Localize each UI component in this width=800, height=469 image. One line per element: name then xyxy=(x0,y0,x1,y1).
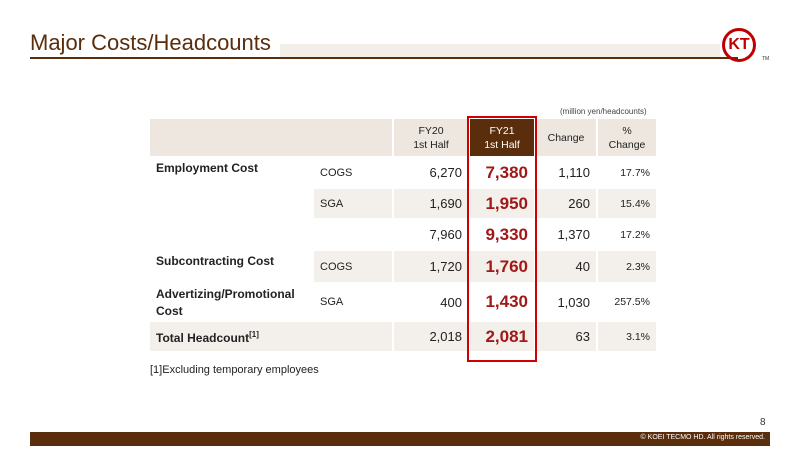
cell: 1,720 xyxy=(392,249,470,284)
row-label: Subcontracting Cost xyxy=(148,249,314,284)
cell: 2,018 xyxy=(392,320,470,353)
row: SGA 1,690 1,950 260 15.4% xyxy=(149,187,658,220)
header-cell: % Change xyxy=(596,117,658,158)
header-text: 1st Half xyxy=(413,138,449,151)
row: Employment Cost COGS 6,270 7,380 1,110 1… xyxy=(148,156,658,220)
cell: 400 xyxy=(392,282,470,322)
row-label: Employment Cost xyxy=(148,156,314,220)
row-label-text: Total Headcount xyxy=(156,331,250,345)
cell: 260 xyxy=(534,187,598,220)
cell: 1,760 xyxy=(468,249,536,284)
highlight-box xyxy=(467,116,537,362)
header-cell: FY21 1st Half xyxy=(468,117,536,158)
cell: 7,380 xyxy=(468,156,536,189)
cell: 1,950 xyxy=(468,187,536,220)
footer-bar xyxy=(30,432,770,446)
header-cell: Change xyxy=(534,117,598,158)
row-label: Advertizing/Promotional Cost xyxy=(148,282,314,322)
header-text: FY21 xyxy=(489,124,515,137)
cell: 1,430 xyxy=(468,282,536,322)
logo: KT xyxy=(722,28,756,62)
header-row: FY20 1st Half FY21 1st Half Change % Chang… xyxy=(148,117,658,158)
header-text: 1st Half xyxy=(484,138,520,151)
row-label: Total Headcount[1] xyxy=(148,320,394,353)
row: 7,960 9,330 1,370 17.2% xyxy=(148,218,658,251)
cell: 17.7% xyxy=(596,156,658,189)
empty-cell xyxy=(148,218,394,251)
cell: 1,030 xyxy=(534,282,598,322)
cost-table: FY20 1st Half FY21 1st Half Change % Chang… xyxy=(148,117,658,353)
sub-label: SGA xyxy=(312,187,394,220)
sub-label: COGS xyxy=(312,156,394,189)
cell: 40 xyxy=(534,249,598,284)
title-rule xyxy=(30,57,738,59)
cell: 1,690 xyxy=(392,187,470,220)
header-cell xyxy=(148,117,394,158)
row: Subcontracting Cost COGS 1,720 1,760 40 … xyxy=(148,249,658,284)
title: Major Costs/Headcounts xyxy=(30,30,271,55)
cell: 7,960 xyxy=(392,218,470,251)
footnote: [1]Excluding temporary employees xyxy=(150,364,319,376)
cell: 6,270 xyxy=(392,156,470,189)
cell: 17.2% xyxy=(596,218,658,251)
cell: 9,330 xyxy=(468,218,536,251)
cell: 63 xyxy=(534,320,598,353)
header-text: FY20 xyxy=(418,124,444,137)
cell: 257.5% xyxy=(596,282,658,322)
footnote-ref: [1] xyxy=(249,330,259,339)
cell: 15.4% xyxy=(596,187,658,220)
cell: 2.3% xyxy=(596,249,658,284)
page-number: 8 xyxy=(760,417,766,428)
row: Total Headcount[1] 2,018 2,081 63 3.1% xyxy=(148,320,658,353)
sub-label: COGS xyxy=(312,249,394,284)
copyright: © KOEI TECMO HD. All rights reserved. xyxy=(640,434,765,441)
row: Advertizing/Promotional Cost SGA 400 1,4… xyxy=(148,282,658,322)
title-band xyxy=(280,44,720,57)
cell: 2,081 xyxy=(468,320,536,353)
cell: 3.1% xyxy=(596,320,658,353)
logo-mark: TM xyxy=(762,56,770,62)
cell: 1,110 xyxy=(534,156,598,189)
cell: 1,370 xyxy=(534,218,598,251)
header-cell: FY20 1st Half xyxy=(392,117,470,158)
sub-label: SGA xyxy=(312,282,394,322)
unit-note: (million yen/headcounts) xyxy=(560,107,647,116)
